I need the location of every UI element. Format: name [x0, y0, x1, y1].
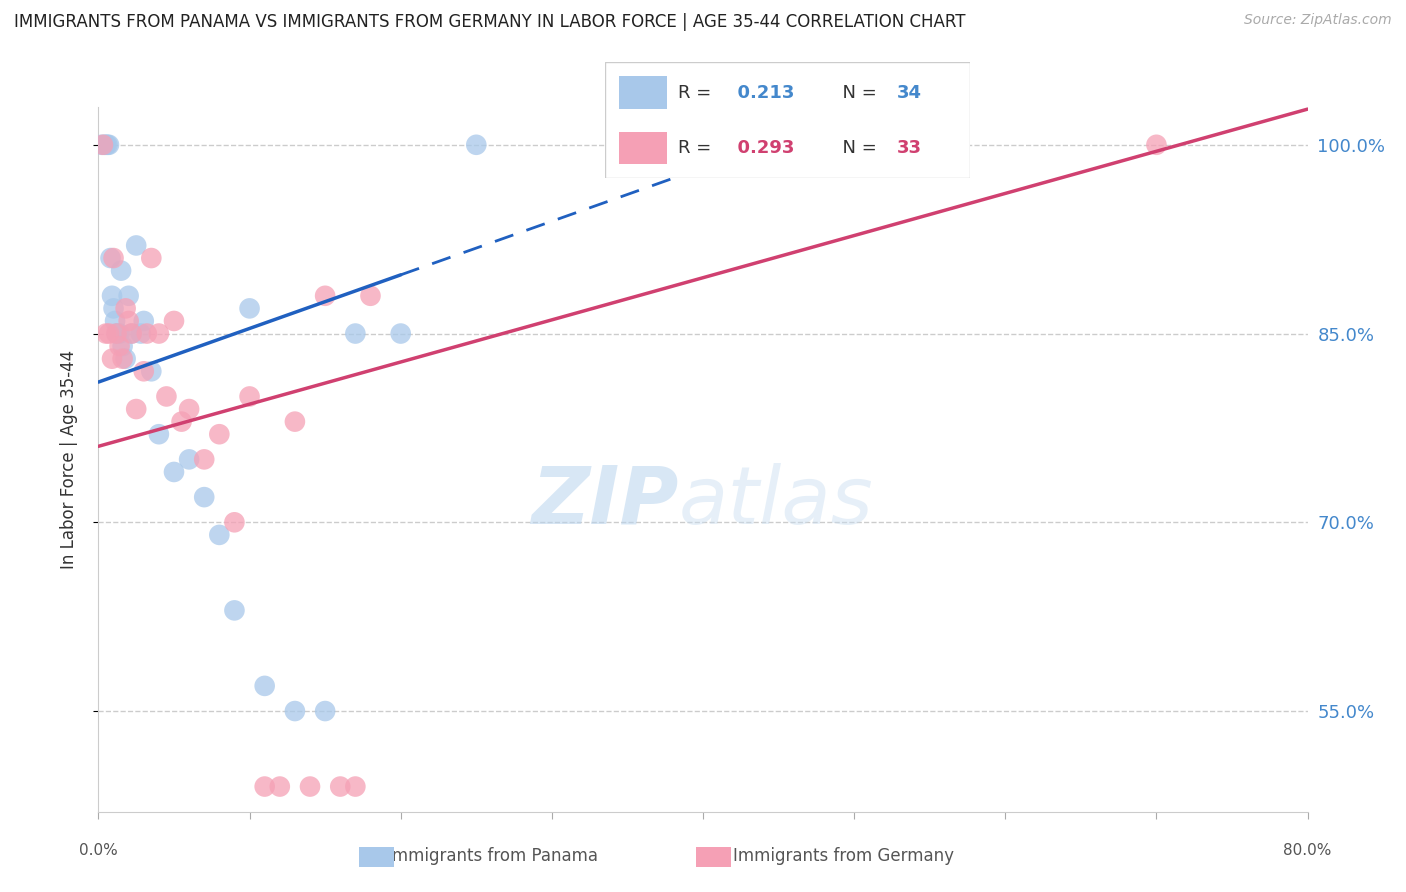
Point	[344, 326, 367, 341]
Point	[389, 326, 412, 341]
Point	[110, 263, 132, 277]
Point	[208, 528, 231, 542]
Text: Immigrants from Germany: Immigrants from Germany	[733, 847, 955, 865]
Text: N =: N =	[831, 139, 883, 157]
Y-axis label: In Labor Force | Age 35-44: In Labor Force | Age 35-44	[59, 350, 77, 569]
Text: R =: R =	[678, 139, 717, 157]
Text: atlas: atlas	[679, 463, 873, 541]
Point	[179, 402, 201, 417]
Point	[208, 427, 231, 442]
Point	[98, 326, 121, 341]
Text: ZIP: ZIP	[531, 463, 679, 541]
Point	[148, 427, 170, 442]
Point	[104, 314, 127, 328]
Point	[132, 314, 155, 328]
Point	[121, 326, 143, 341]
Point	[103, 301, 125, 316]
Point	[118, 314, 141, 328]
Text: 0.213: 0.213	[725, 84, 794, 102]
Point	[284, 704, 307, 718]
Point	[94, 326, 117, 341]
Point	[224, 603, 246, 617]
Text: 80.0%: 80.0%	[1284, 843, 1331, 858]
Point	[314, 704, 336, 718]
Point	[163, 465, 186, 479]
Point	[299, 780, 322, 794]
Point	[100, 251, 122, 265]
Point	[141, 364, 163, 378]
Point	[105, 326, 128, 341]
Point	[132, 364, 155, 378]
Point	[314, 289, 336, 303]
Point	[360, 289, 382, 303]
Text: Immigrants from Panama: Immigrants from Panama	[387, 847, 598, 865]
Text: 0.0%: 0.0%	[79, 843, 118, 858]
Text: Source: ZipAtlas.com: Source: ZipAtlas.com	[1244, 13, 1392, 28]
Point	[141, 251, 163, 265]
Text: IMMIGRANTS FROM PANAMA VS IMMIGRANTS FROM GERMANY IN LABOR FORCE | AGE 35-44 COR: IMMIGRANTS FROM PANAMA VS IMMIGRANTS FRO…	[14, 13, 966, 31]
Point	[103, 251, 125, 265]
Point	[111, 351, 134, 366]
Point	[329, 780, 352, 794]
Point	[170, 415, 193, 429]
Point	[155, 389, 177, 403]
Point	[121, 326, 143, 341]
Point	[284, 415, 307, 429]
Point	[193, 452, 215, 467]
Point	[135, 326, 157, 341]
Point	[1146, 137, 1168, 152]
Point	[98, 137, 121, 152]
Point	[125, 402, 148, 417]
Point	[239, 389, 262, 403]
Point	[148, 326, 170, 341]
Point	[93, 137, 115, 152]
Point	[111, 339, 134, 353]
Point	[239, 301, 262, 316]
Point	[105, 326, 128, 341]
Point	[108, 326, 131, 341]
FancyBboxPatch shape	[605, 62, 970, 178]
Point	[107, 326, 129, 341]
Point	[269, 780, 291, 794]
Point	[163, 314, 186, 328]
Point	[118, 289, 141, 303]
Point	[179, 452, 201, 467]
Point	[91, 137, 114, 152]
Point	[125, 238, 148, 252]
Text: 34: 34	[897, 84, 922, 102]
Point	[96, 137, 118, 152]
Point	[193, 490, 215, 504]
FancyBboxPatch shape	[619, 77, 666, 109]
Point	[224, 516, 246, 530]
Text: 0.293: 0.293	[725, 139, 794, 157]
Text: N =: N =	[831, 84, 883, 102]
Point	[344, 780, 367, 794]
Point	[114, 351, 136, 366]
Point	[90, 137, 112, 152]
Text: 33: 33	[897, 139, 922, 157]
Point	[129, 326, 152, 341]
Point	[465, 137, 488, 152]
Text: R =: R =	[678, 84, 717, 102]
Point	[94, 137, 117, 152]
Point	[114, 301, 136, 316]
Point	[108, 339, 131, 353]
Point	[253, 780, 276, 794]
Point	[101, 351, 124, 366]
Point	[101, 289, 124, 303]
FancyBboxPatch shape	[619, 132, 666, 164]
Point	[253, 679, 276, 693]
